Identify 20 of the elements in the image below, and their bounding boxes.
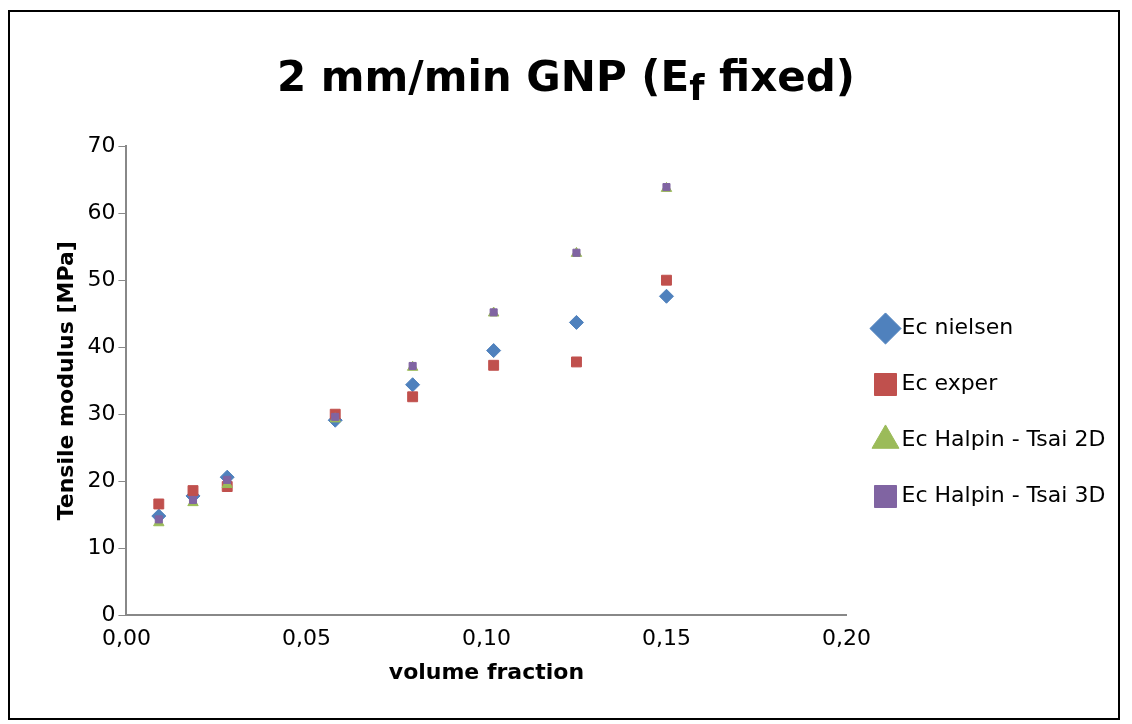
y-tick-label: 60 (87, 198, 116, 224)
y-tick-label: 10 (87, 533, 116, 559)
y-axis-title: Tensile modulus [MPa] (52, 241, 78, 521)
x-tick-label: 0,15 (641, 625, 691, 651)
y-tick-label: 0 (101, 600, 116, 626)
x-tick-label: 0,05 (281, 625, 331, 651)
x-tick-label: 0,00 (101, 625, 151, 651)
x-tick-label: 0,20 (822, 625, 871, 651)
y-tick-label: 50 (87, 265, 116, 291)
x-tick-label: 0,10 (461, 625, 511, 651)
y-tick-label: 30 (87, 399, 116, 425)
y-tick-label: 70 (87, 131, 116, 157)
y-tick-label: 40 (87, 332, 116, 358)
x-axis-title: volume fraction (388, 658, 585, 684)
legend-label: Ec Halpin - Tsai 2D (901, 426, 1106, 452)
y-tick-label: 20 (87, 466, 116, 492)
legend-label: Ec nielsen (901, 314, 1014, 340)
legend-label: Ec Halpin - Tsai 3D (901, 482, 1106, 508)
chart-title: 2 mm/min GNP (E$_{f}$ fixed) (275, 52, 857, 109)
legend-label: Ec exper (901, 370, 999, 396)
